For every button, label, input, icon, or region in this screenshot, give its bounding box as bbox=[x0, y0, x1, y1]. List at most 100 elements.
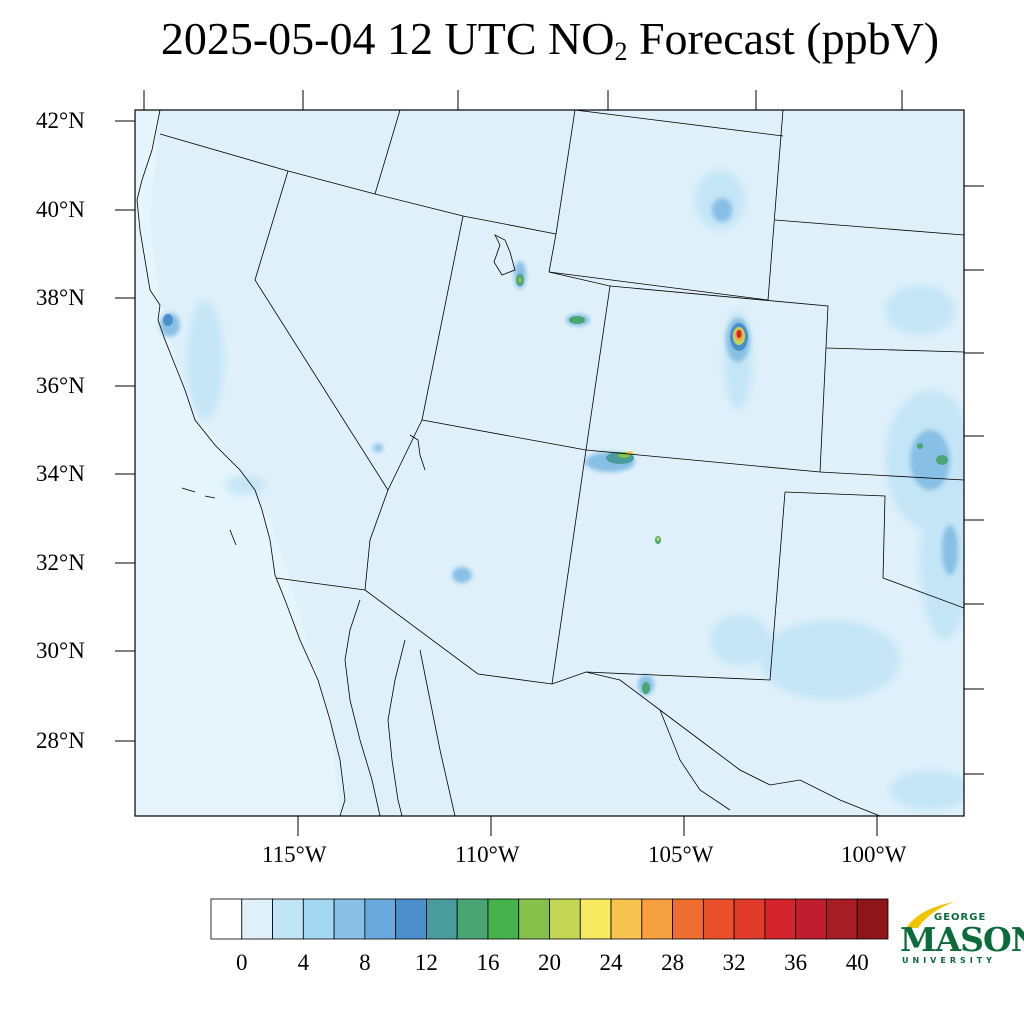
lon-label-105: 105°W bbox=[648, 842, 714, 867]
id-nv-border bbox=[374, 193, 464, 217]
logo-university: UNIVERSITY bbox=[902, 956, 996, 965]
gmu-logo: GEORGE MASON UNIVERSITY bbox=[898, 900, 1024, 970]
colorbar-swatch bbox=[302, 898, 335, 940]
colorbar-swatch bbox=[518, 898, 550, 940]
colorbar-tick-label: 36 bbox=[784, 950, 808, 975]
lat-label-40: 40°N bbox=[36, 197, 85, 222]
colorbar-swatch bbox=[395, 898, 427, 940]
colorbar-tick-label: 20 bbox=[538, 950, 561, 975]
title-suffix: Forecast (ppbV) bbox=[627, 13, 940, 64]
baja-gulf-coast bbox=[344, 599, 381, 816]
lon-label-110: 110°W bbox=[455, 842, 520, 867]
ok-north bbox=[825, 347, 964, 353]
ca-az-border bbox=[364, 489, 389, 591]
colorbar-tick-label: 40 bbox=[845, 950, 869, 975]
wy-sd-border bbox=[767, 110, 784, 301]
concentration-field bbox=[135, 110, 964, 816]
map-title: 2025-05-04 12 UTC NO2 Forecast (ppbV) bbox=[0, 12, 1024, 67]
hotspot-salt-lake bbox=[516, 274, 524, 286]
plume-new-mexico-east bbox=[710, 615, 770, 665]
id-ut-wy bbox=[462, 215, 557, 235]
map-frame bbox=[134, 109, 965, 817]
plume-texas-east bbox=[920, 480, 964, 640]
lat-label-38: 38°N bbox=[36, 285, 85, 310]
title-prefix: 2025-05-04 12 UTC NO bbox=[160, 13, 615, 64]
colorbar-tick-label: 32 bbox=[722, 950, 746, 975]
colorbar-swatch bbox=[826, 898, 858, 940]
ne-ks-border bbox=[774, 219, 964, 236]
co-north-east bbox=[609, 285, 829, 473]
baja-peninsula-east bbox=[387, 639, 406, 816]
ca-or-border bbox=[159, 133, 289, 172]
plume-las-vegas-mid bbox=[373, 444, 383, 452]
colorbar-tick-label: 16 bbox=[476, 950, 500, 975]
logo-george: GEORGE bbox=[934, 912, 987, 923]
colorbar-swatch bbox=[579, 898, 612, 940]
colorbar-swatch bbox=[641, 898, 673, 940]
hotspot-four-corners bbox=[569, 316, 585, 324]
colorbar-tick-label: 12 bbox=[414, 950, 438, 975]
colorbar-swatch bbox=[672, 898, 704, 940]
lat-ticks bbox=[115, 120, 135, 742]
plume-phoenix-mid bbox=[452, 567, 472, 583]
colorbar-swatch bbox=[426, 898, 458, 940]
plume-wyoming-mid bbox=[712, 198, 732, 222]
wy-west bbox=[548, 110, 576, 273]
colorado-river-mouth bbox=[409, 434, 426, 471]
nv-ut-border bbox=[421, 215, 464, 421]
plume-texas-se-mid bbox=[942, 525, 958, 575]
colorbar-tick-label: 24 bbox=[599, 950, 623, 975]
plume-texas-central bbox=[760, 620, 900, 700]
great-salt-lake bbox=[493, 234, 516, 276]
logo-mason: MASON bbox=[900, 920, 1024, 959]
az-nm-border bbox=[551, 449, 587, 685]
az-nv-border bbox=[387, 419, 423, 491]
nm-east bbox=[585, 491, 786, 681]
colorbar-swatch bbox=[549, 898, 581, 940]
lon-label-100: 100°W bbox=[841, 842, 907, 867]
ut-az-border bbox=[421, 419, 587, 451]
colorbar-swatch bbox=[241, 898, 273, 940]
hotspot-okc bbox=[917, 443, 948, 465]
plume-kansas bbox=[885, 285, 955, 335]
colorbar bbox=[210, 898, 889, 940]
channel-islands bbox=[181, 487, 237, 546]
co-nm-border bbox=[585, 449, 821, 473]
wy-south bbox=[548, 271, 769, 301]
pacific-coastline bbox=[136, 110, 346, 816]
colorbar-swatch bbox=[456, 898, 489, 940]
hotspot-denver bbox=[730, 323, 748, 351]
or-id-border bbox=[287, 170, 376, 195]
lat-label-32: 32°N bbox=[36, 550, 85, 575]
colorbar-swatch bbox=[487, 898, 520, 940]
colorbar-swatch bbox=[333, 898, 366, 940]
colorbar-swatch bbox=[702, 898, 735, 940]
top-ticks bbox=[143, 90, 903, 110]
wy-mt-border bbox=[574, 110, 784, 137]
plume-texas-south bbox=[890, 770, 964, 810]
lat-label-28: 28°N bbox=[36, 728, 85, 753]
colorbar-swatch bbox=[210, 898, 243, 940]
colorbar-tick-label: 28 bbox=[661, 950, 685, 975]
colorbar-swatch bbox=[856, 898, 889, 940]
tx-panhandle bbox=[784, 491, 964, 609]
bottom-ticks bbox=[297, 816, 878, 836]
colorbar-swatch bbox=[733, 898, 766, 940]
plume-central-valley bbox=[187, 300, 223, 420]
colorbar-swatch bbox=[364, 898, 397, 940]
lon-label-115: 115°W bbox=[262, 842, 327, 867]
ocean-area bbox=[135, 110, 340, 816]
colorbar-tick-label: 0 bbox=[236, 950, 248, 975]
colorbar-tick-label: 8 bbox=[359, 950, 371, 975]
colorbar-swatch bbox=[272, 898, 304, 940]
sonora-coast bbox=[419, 649, 456, 816]
colorbar-swatch bbox=[795, 898, 827, 940]
right-ticks bbox=[964, 185, 984, 775]
ok-south bbox=[819, 471, 964, 481]
colorbar-swatch bbox=[610, 898, 643, 940]
lat-label-30: 30°N bbox=[36, 638, 85, 663]
hotspot-el-paso bbox=[642, 682, 650, 694]
logo-swoosh-icon bbox=[906, 902, 954, 928]
id-mt-border bbox=[374, 110, 401, 195]
